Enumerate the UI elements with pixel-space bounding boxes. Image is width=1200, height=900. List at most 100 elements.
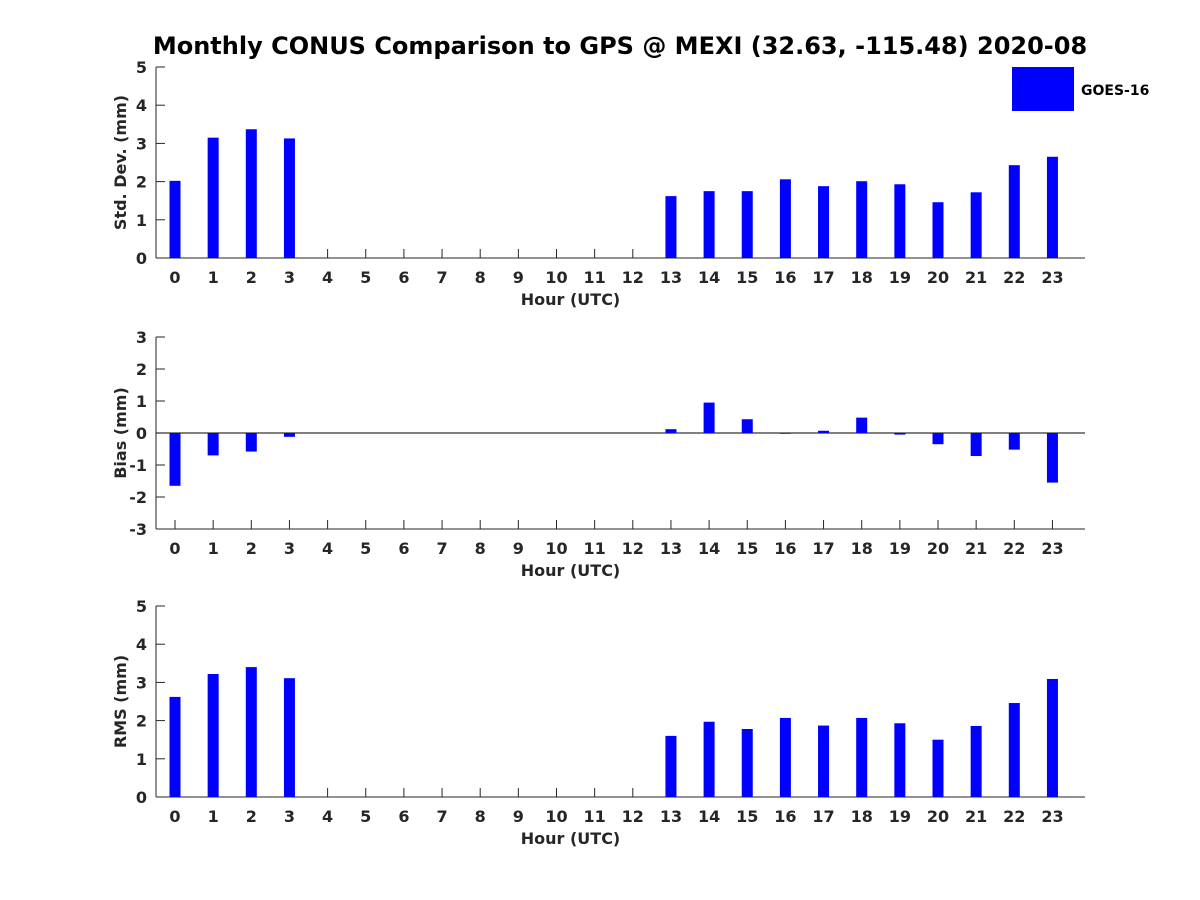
bar-bias-hour-0 [169, 433, 181, 486]
y-tick-label: 3 [136, 673, 147, 692]
bar-std-dev-hour-22 [1008, 165, 1020, 258]
x-axis-label: Hour (UTC) [521, 829, 621, 848]
x-tick-label: 15 [736, 268, 758, 287]
x-tick-label: 4 [322, 807, 333, 826]
y-axis-label: RMS (mm) [111, 655, 130, 748]
x-tick-label: 18 [851, 539, 873, 558]
y-tick-label: 3 [136, 328, 147, 347]
bar-std-dev-hour-20 [932, 202, 944, 258]
x-tick-label: 11 [584, 268, 606, 287]
bar-rms-hour-22 [1008, 703, 1020, 797]
x-tick-label: 22 [1003, 539, 1025, 558]
bar-rms-hour-3 [283, 678, 295, 797]
x-tick-label: 19 [889, 268, 911, 287]
bar-bias-hour-1 [207, 433, 219, 456]
x-tick-label: 2 [246, 539, 257, 558]
x-tick-label: 8 [475, 807, 486, 826]
x-tick-label: 20 [927, 539, 949, 558]
x-tick-label: 7 [436, 268, 447, 287]
x-tick-label: 7 [436, 807, 447, 826]
x-tick-label: 18 [851, 268, 873, 287]
legend-label: GOES-16 [1081, 83, 1149, 99]
y-tick-label: -2 [129, 488, 147, 507]
x-tick-label: 23 [1041, 807, 1063, 826]
bar-std-dev-hour-17 [818, 186, 830, 258]
x-tick-label: 17 [812, 539, 834, 558]
x-tick-label: 22 [1003, 807, 1025, 826]
x-tick-label: 12 [622, 539, 644, 558]
bar-std-dev-hour-21 [970, 192, 982, 258]
bar-bias-hour-20 [932, 433, 944, 445]
x-tick-label: 16 [774, 539, 796, 558]
y-tick-label: 0 [136, 424, 147, 443]
bar-bias-hour-22 [1008, 433, 1020, 450]
x-tick-label: 21 [965, 539, 987, 558]
x-tick-label: 10 [545, 807, 567, 826]
x-tick-label: 11 [584, 807, 606, 826]
x-tick-label: 17 [812, 268, 834, 287]
x-tick-label: 5 [360, 807, 371, 826]
y-tick-label: 5 [136, 58, 147, 77]
y-tick-label: 1 [136, 392, 147, 411]
bar-std-dev-hour-18 [856, 181, 868, 258]
y-tick-label: 0 [136, 249, 147, 268]
chart-title: Monthly CONUS Comparison to GPS @ MEXI (… [153, 32, 1087, 60]
x-tick-label: 21 [965, 807, 987, 826]
legend: GOES-16 [1012, 67, 1149, 111]
x-tick-label: 17 [812, 807, 834, 826]
x-tick-label: 18 [851, 807, 873, 826]
bar-std-dev-hour-1 [207, 137, 219, 258]
bar-rms-hour-14 [703, 721, 715, 797]
y-tick-label: 1 [136, 750, 147, 769]
bar-rms-hour-13 [665, 735, 677, 797]
x-tick-label: 5 [360, 539, 371, 558]
y-tick-label: 4 [136, 635, 147, 654]
x-tick-label: 4 [322, 268, 333, 287]
x-tick-label: 4 [322, 539, 333, 558]
bar-rms-hour-19 [894, 723, 906, 797]
y-tick-label: -1 [129, 456, 147, 475]
x-tick-label: 1 [208, 539, 219, 558]
bar-std-dev-hour-15 [741, 191, 753, 258]
x-tick-label: 9 [513, 539, 524, 558]
x-tick-label: 19 [889, 539, 911, 558]
y-tick-label: 2 [136, 712, 147, 731]
x-tick-label: 21 [965, 268, 987, 287]
y-axis-label: Std. Dev. (mm) [111, 95, 130, 230]
x-tick-label: 2 [246, 807, 257, 826]
x-tick-label: 0 [169, 807, 180, 826]
x-tick-label: 7 [436, 539, 447, 558]
x-axis-label: Hour (UTC) [521, 561, 621, 580]
x-tick-label: 10 [545, 268, 567, 287]
y-tick-label: 2 [136, 173, 147, 192]
bar-bias-hour-21 [970, 433, 982, 457]
x-tick-label: 20 [927, 807, 949, 826]
bar-bias-hour-14 [703, 402, 715, 433]
y-tick-label: 4 [136, 96, 147, 115]
x-tick-label: 0 [169, 268, 180, 287]
bar-rms-hour-2 [245, 667, 257, 797]
bar-bias-hour-17 [818, 430, 830, 433]
bar-rms-hour-20 [932, 739, 944, 797]
x-tick-label: 15 [736, 539, 758, 558]
x-tick-label: 16 [774, 807, 796, 826]
bar-std-dev-hour-19 [894, 184, 906, 258]
bar-std-dev-hour-16 [779, 179, 791, 258]
x-tick-label: 3 [284, 268, 295, 287]
x-tick-label: 1 [208, 268, 219, 287]
x-tick-label: 9 [513, 268, 524, 287]
y-tick-label: 2 [136, 360, 147, 379]
y-tick-label: -3 [129, 520, 147, 539]
y-tick-label: 1 [136, 211, 147, 230]
x-tick-label: 23 [1041, 268, 1063, 287]
bar-bias-hour-3 [283, 433, 295, 437]
x-tick-label: 13 [660, 807, 682, 826]
y-axis-label: Bias (mm) [111, 387, 130, 479]
bar-std-dev-hour-0 [169, 180, 181, 258]
y-tick-label: 3 [136, 134, 147, 153]
bar-std-dev-hour-14 [703, 191, 715, 258]
y-tick-label: 0 [136, 788, 147, 807]
